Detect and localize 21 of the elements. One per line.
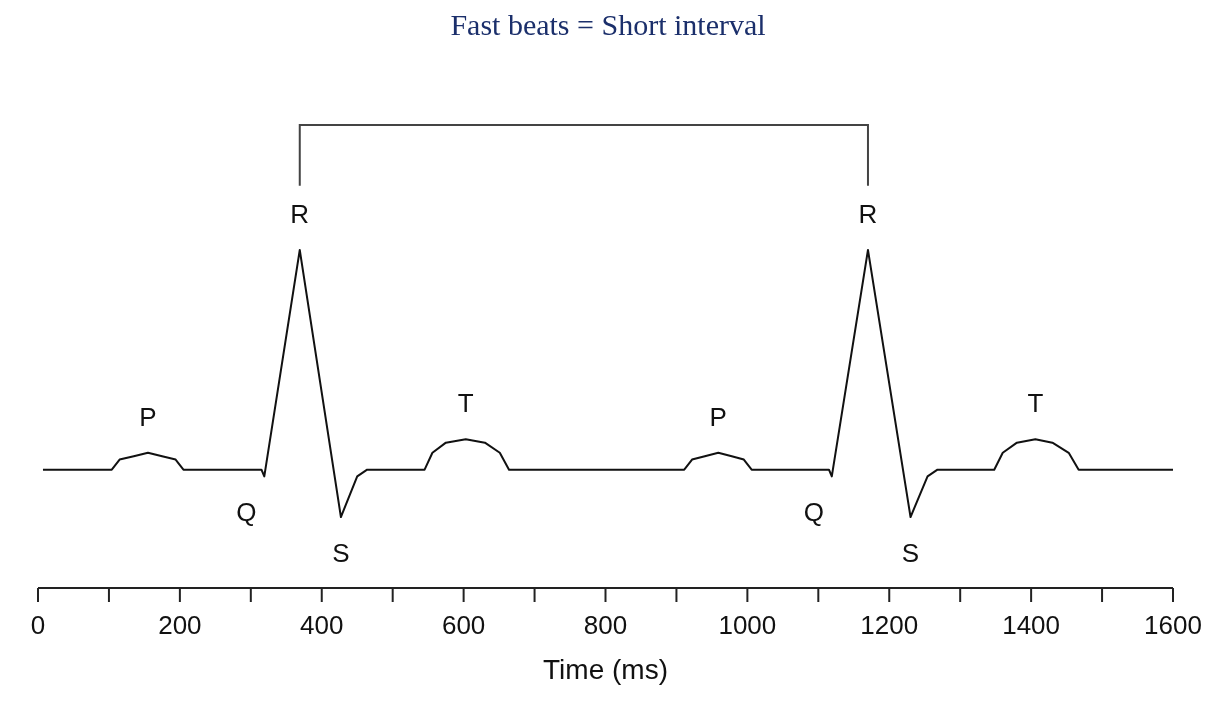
annotation: R (290, 198, 310, 229)
x-tick-label: 0 (30, 610, 46, 640)
annotation: T (1027, 388, 1044, 419)
x-axis-title: Time (ms) (543, 654, 668, 685)
x-tick-label: 200 (158, 610, 202, 640)
annotation: Q (236, 497, 257, 528)
annotation: P (709, 401, 727, 432)
annotation: P (139, 401, 157, 432)
annotation: S (901, 537, 920, 568)
annotation: R (858, 198, 878, 229)
x-tick-label: 1600 (1144, 610, 1202, 640)
x-tick-label: 400 (300, 610, 344, 640)
chart-title: Fast beats = Short interval (449, 8, 767, 43)
x-tick-label: 800 (583, 610, 628, 640)
annotation: Q (803, 497, 824, 528)
x-tick-label: 1400 (1002, 610, 1061, 640)
x-tick-label: 600 (441, 610, 486, 640)
annotation: S (332, 537, 350, 568)
x-tick-label: 1000 (718, 610, 777, 640)
x-tick-label: 1200 (860, 610, 919, 640)
annotation: T (457, 388, 474, 419)
